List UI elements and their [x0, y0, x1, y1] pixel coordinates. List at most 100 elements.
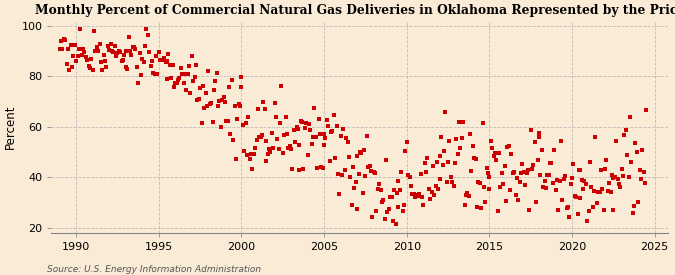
Point [225, 132, 236, 137]
Point [141, 26, 152, 31]
Point [547, 181, 558, 185]
Point [357, 190, 368, 195]
Point [612, 177, 623, 181]
Point [631, 150, 642, 154]
Point [219, 100, 230, 104]
Point [543, 173, 554, 177]
Point [230, 104, 240, 108]
Point [499, 164, 510, 168]
Point [202, 103, 213, 108]
Point [290, 140, 300, 144]
Point [205, 102, 215, 107]
Point [504, 144, 514, 148]
Point [124, 49, 135, 54]
Point [140, 44, 151, 48]
Point [57, 46, 68, 51]
Point [583, 209, 594, 213]
Point [79, 50, 90, 54]
Point [622, 153, 632, 157]
Point [542, 172, 553, 177]
Point [315, 132, 325, 136]
Point [360, 174, 371, 179]
Point [261, 159, 271, 164]
Point [255, 135, 266, 139]
Point [407, 191, 418, 196]
Point [302, 153, 313, 157]
Point [156, 58, 167, 62]
Point [396, 169, 406, 174]
Point [496, 170, 507, 175]
Point [145, 64, 156, 68]
Point [591, 200, 602, 205]
Point [628, 204, 639, 208]
Point [361, 134, 372, 139]
Point [130, 47, 141, 52]
Point [574, 168, 585, 173]
Point [455, 145, 466, 150]
Point [446, 175, 456, 179]
Point [160, 60, 171, 64]
Point [276, 84, 287, 89]
Point [214, 99, 225, 103]
Point [196, 121, 207, 125]
Point [431, 160, 442, 164]
Point [70, 43, 80, 48]
Point [193, 97, 204, 101]
Point [174, 76, 185, 81]
Point [138, 60, 149, 64]
Point [565, 182, 576, 186]
Point [634, 168, 645, 172]
Point [456, 136, 467, 140]
Point [458, 120, 468, 124]
Point [392, 191, 402, 195]
Point [281, 132, 292, 137]
Point [71, 58, 82, 63]
Point [350, 180, 361, 184]
Point [184, 64, 194, 68]
Point [430, 184, 441, 188]
Point [177, 72, 188, 77]
Point [437, 163, 448, 167]
Point [611, 139, 622, 144]
Point [416, 194, 427, 199]
Point [460, 193, 471, 197]
Point [288, 128, 299, 133]
Point [383, 206, 394, 211]
Point [469, 156, 480, 161]
Point [95, 42, 105, 46]
Point [90, 48, 101, 53]
Point [251, 138, 262, 143]
Point [261, 139, 271, 143]
Point [159, 56, 169, 60]
Point [298, 167, 309, 171]
Point [562, 205, 573, 209]
Point [393, 179, 404, 183]
Point [550, 188, 561, 192]
Point [99, 53, 109, 58]
Point [377, 200, 387, 204]
Point [479, 185, 489, 189]
Point [96, 60, 107, 64]
Point [439, 148, 450, 153]
Point [272, 137, 283, 141]
Point [549, 148, 560, 152]
Point [468, 144, 479, 149]
Point [535, 173, 546, 177]
Point [116, 59, 127, 64]
Point [425, 197, 435, 201]
Point [366, 169, 377, 174]
Point [64, 67, 75, 72]
Point [485, 138, 496, 143]
Point [200, 91, 211, 96]
Point [585, 160, 595, 164]
Point [594, 189, 605, 194]
Point [152, 72, 163, 76]
Point [120, 49, 131, 53]
Point [291, 125, 302, 129]
Point [443, 160, 454, 165]
Point [464, 132, 475, 137]
Point [379, 217, 390, 221]
Point [522, 168, 533, 172]
Point [411, 193, 422, 197]
Point [68, 54, 79, 59]
